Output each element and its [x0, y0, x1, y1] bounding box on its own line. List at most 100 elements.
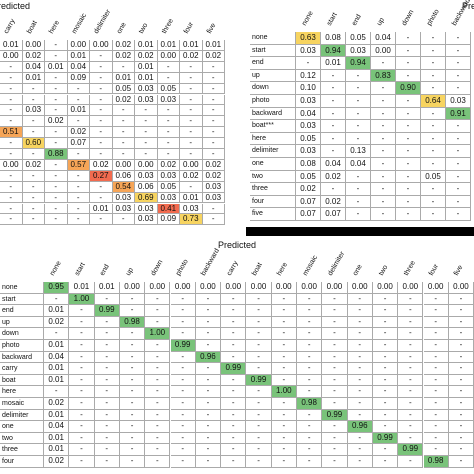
matrix-cell: -: [246, 293, 272, 306]
matrix-cell: -: [157, 127, 180, 139]
matrix-cell: -: [221, 316, 247, 329]
matrix-cell: -: [398, 421, 424, 433]
matrix-cell: -: [67, 181, 90, 193]
matrix-cell: -: [94, 421, 120, 433]
matrix-cell: -: [221, 421, 247, 433]
column-header: carry: [225, 260, 240, 277]
matrix-cell: -: [271, 363, 297, 375]
matrix-cell: 0.01: [44, 444, 70, 456]
matrix-cell: 0.06: [112, 170, 135, 182]
matrix-cell: -: [372, 316, 399, 329]
matrix-cell: 0.96: [195, 351, 222, 364]
matrix-cell: -: [22, 94, 45, 106]
matrix-cell: -: [421, 183, 446, 196]
matrix-cell: -: [22, 192, 45, 204]
matrix-title: Predicted: [218, 240, 257, 250]
matrix-cell: 0.02: [45, 116, 68, 128]
matrix-cell: -: [396, 170, 421, 184]
matrix-cell: -: [119, 432, 146, 445]
matrix-cell: -: [112, 61, 135, 73]
column-header: photo: [425, 8, 441, 27]
matrix-cell: -: [221, 409, 247, 422]
matrix-cell: -: [45, 83, 68, 95]
matrix-cell: -: [170, 374, 196, 387]
matrix-cell: 0.94: [321, 44, 346, 58]
column-header: two: [138, 22, 150, 35]
matrix-cell: -: [44, 386, 70, 398]
matrix-cell: -: [297, 386, 323, 398]
matrix-cell: -: [45, 159, 68, 171]
matrix-cell: -: [297, 305, 323, 317]
matrix-cell: -: [119, 409, 146, 422]
matrix-cell: -: [346, 95, 371, 108]
column-header: here: [276, 261, 290, 277]
matrix-cell: -: [347, 293, 373, 306]
matrix-cell: -: [119, 340, 146, 352]
matrix-cell: -: [297, 293, 323, 306]
matrix-cell: -: [45, 105, 68, 117]
matrix-cell: -: [371, 57, 396, 70]
column-header: four: [428, 263, 441, 277]
column-header: backward: [200, 247, 222, 277]
matrix-cell: -: [202, 214, 225, 226]
matrix-cell: 0.02: [44, 456, 70, 468]
matrix-cell: 0.69: [135, 192, 158, 204]
matrix-cell: -: [195, 305, 222, 317]
matrix-cell: -: [347, 340, 373, 352]
matrix-cell: -: [221, 386, 247, 398]
matrix-cell: -: [180, 61, 203, 73]
row-label: start: [250, 44, 296, 58]
matrix-cell: 0.02: [202, 50, 225, 62]
matrix-cell: -: [170, 316, 196, 329]
matrix-cell: 0.02: [112, 50, 135, 62]
column-header: mosaic: [70, 12, 88, 35]
matrix-cell: -: [423, 398, 449, 410]
matrix-cell: -: [0, 192, 23, 204]
matrix-cell: -: [271, 351, 297, 364]
matrix-cell: -: [322, 421, 348, 433]
matrix-cell: -: [112, 105, 135, 117]
matrix-cell: -: [396, 145, 421, 158]
matrix-cell: -: [221, 398, 247, 410]
matrix-cell: -: [448, 398, 474, 410]
row-label: one: [250, 158, 296, 171]
matrix-cell: 0.90: [396, 82, 421, 95]
matrix-cell: -: [180, 116, 203, 128]
matrix-cell: 0.99: [398, 444, 424, 456]
matrix-cell: -: [396, 69, 421, 83]
matrix-cell: -: [296, 57, 321, 70]
matrix-cell: -: [69, 398, 95, 410]
matrix-cell: -: [246, 432, 272, 445]
matrix-cell: -: [94, 398, 120, 410]
matrix-cell: -: [448, 293, 474, 306]
matrix-cell: 0.01: [157, 40, 180, 51]
matrix-cell: -: [246, 305, 272, 317]
matrix-cell: 1.00: [69, 293, 95, 306]
matrix-cell: -: [170, 421, 196, 433]
matrix-cell: -: [195, 363, 222, 375]
matrix-cell: -: [346, 82, 371, 95]
matrix-cell: 0.01: [180, 192, 203, 204]
matrix-cell: -: [45, 192, 68, 204]
matrix-cell: -: [157, 105, 180, 117]
matrix-cell: -: [0, 61, 23, 73]
matrix-cell: -: [271, 444, 297, 456]
matrix-cell: 0.99: [372, 432, 399, 445]
column-header: none: [300, 10, 315, 27]
matrix-cell: 0.03: [296, 145, 321, 158]
matrix-cell: 0.02: [202, 159, 225, 171]
matrix-cell: -: [145, 316, 171, 329]
matrix-cell: 0.01: [321, 57, 346, 70]
matrix-cell: -: [221, 340, 247, 352]
matrix-cell: 0.27: [90, 170, 113, 182]
matrix-cell: 0.00: [135, 159, 158, 171]
row-label: here: [250, 132, 296, 146]
matrix-cell: 0.03: [296, 120, 321, 133]
matrix-cell: -: [448, 374, 474, 387]
matrix-cell: -: [170, 328, 196, 340]
matrix-cell: -: [297, 409, 323, 422]
matrix-cell: -: [372, 421, 399, 433]
row-label: photo: [0, 340, 44, 352]
matrix-cell: -: [145, 293, 171, 306]
matrix-cell: -: [371, 158, 396, 171]
